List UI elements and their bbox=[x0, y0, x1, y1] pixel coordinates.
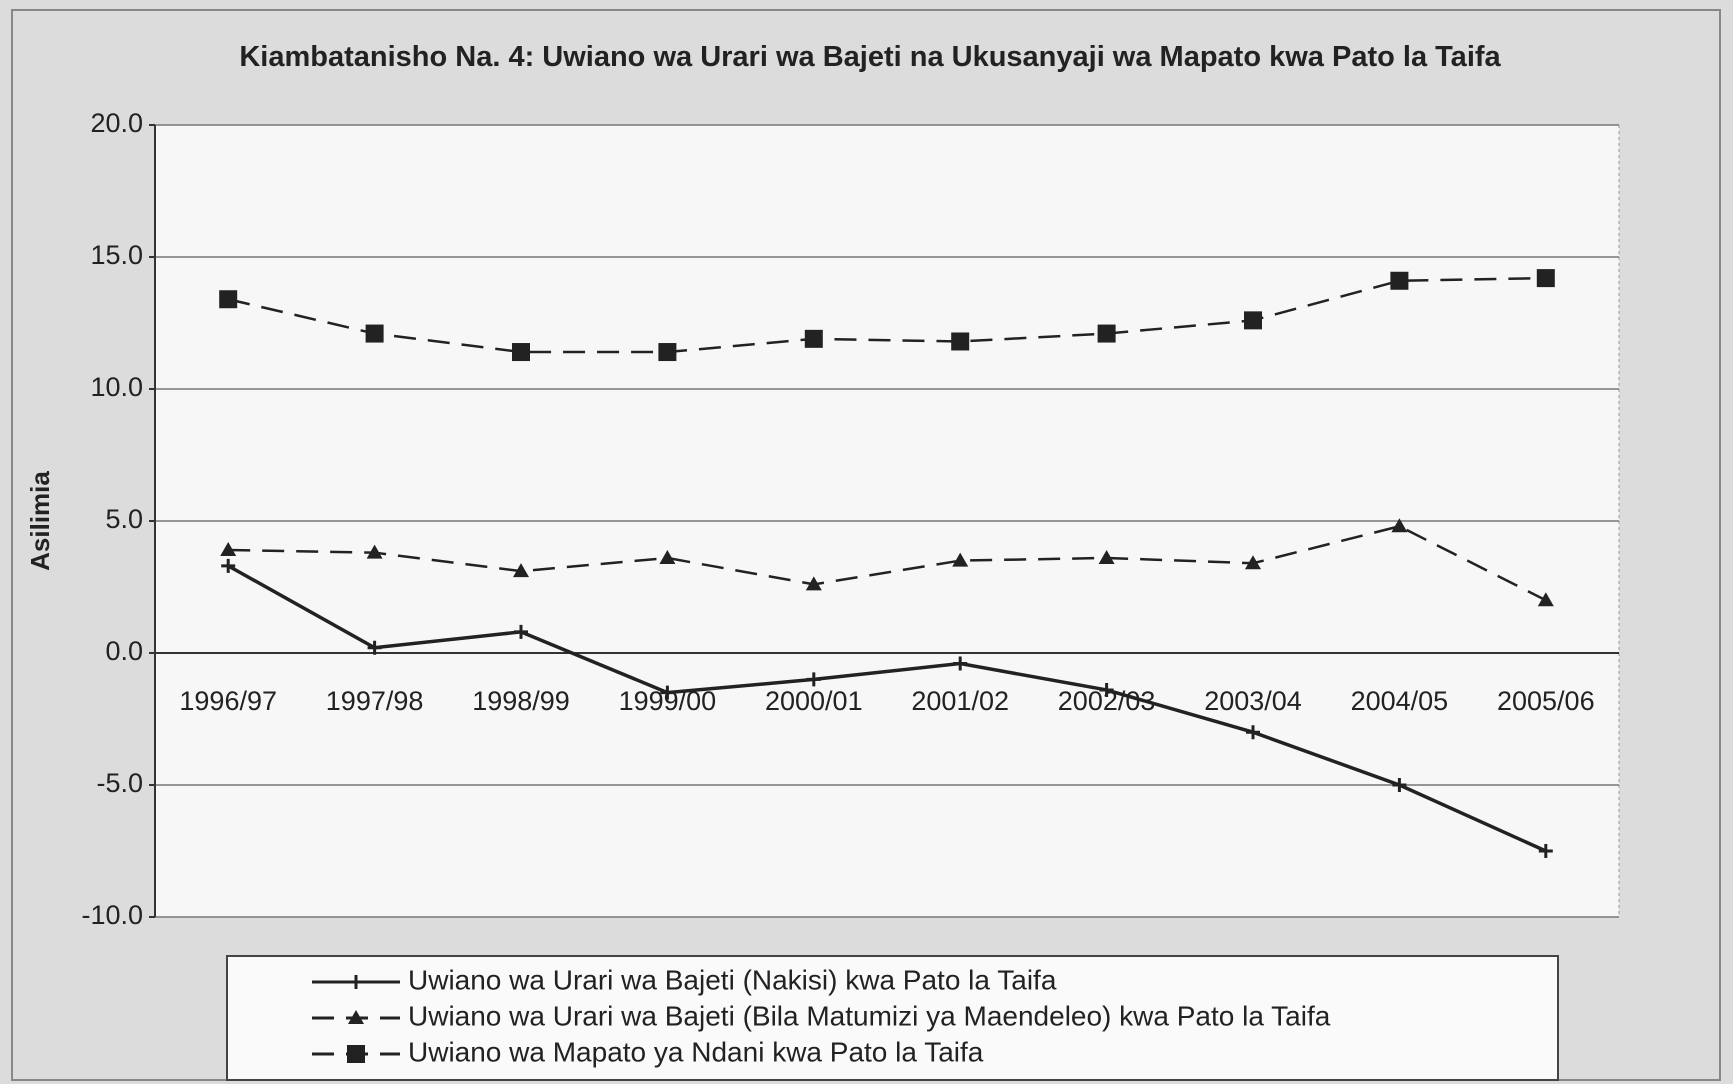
marker bbox=[659, 549, 676, 564]
marker bbox=[347, 1045, 365, 1063]
marker bbox=[1246, 725, 1260, 740]
legend-label: Uwiano wa Mapato ya Ndani kwa Pato la Ta… bbox=[408, 1036, 984, 1067]
legend-label: Uwiano wa Urari wa Bajeti (Nakisi) kwa P… bbox=[408, 964, 1057, 995]
x-tick-label: 1996/97 bbox=[179, 686, 277, 716]
y-tick-label: -10.0 bbox=[81, 900, 143, 930]
x-tick-label: 2001/02 bbox=[911, 686, 1009, 716]
marker bbox=[1538, 844, 1553, 858]
marker bbox=[1392, 778, 1407, 792]
y-tick-label: -5.0 bbox=[96, 768, 143, 798]
marker bbox=[1244, 311, 1262, 330]
marker bbox=[1391, 518, 1408, 533]
y-axis-label: Asilimia bbox=[25, 471, 55, 571]
marker bbox=[367, 640, 382, 655]
y-tick-label: 10.0 bbox=[90, 372, 143, 402]
marker bbox=[348, 1010, 364, 1024]
marker bbox=[806, 672, 821, 687]
marker bbox=[805, 576, 822, 591]
series-line bbox=[227, 276, 1546, 354]
marker bbox=[1390, 271, 1409, 290]
legend bbox=[226, 955, 1559, 1081]
x-tick-label: 2003/04 bbox=[1204, 686, 1302, 716]
marker bbox=[1099, 682, 1114, 697]
marker bbox=[365, 324, 384, 343]
marker bbox=[1536, 269, 1555, 288]
x-tick-label: 1998/99 bbox=[472, 686, 570, 716]
x-tick-label: 2005/06 bbox=[1497, 686, 1595, 716]
marker bbox=[658, 343, 677, 362]
y-tick-label: 20.0 bbox=[90, 108, 143, 138]
marker bbox=[221, 558, 236, 573]
y-tick-label: 5.0 bbox=[105, 504, 143, 534]
x-tick-label: 2000/01 bbox=[765, 686, 863, 716]
legend-label: Uwiano wa Urari wa Bajeti (Bila Matumizi… bbox=[408, 1000, 1331, 1031]
marker bbox=[220, 542, 237, 557]
marker bbox=[1245, 555, 1261, 570]
marker bbox=[349, 975, 363, 989]
x-tick-label: 1997/98 bbox=[326, 686, 424, 716]
marker bbox=[512, 343, 530, 362]
x-tick-label: 2004/05 bbox=[1351, 686, 1449, 716]
series-line bbox=[227, 564, 1547, 853]
marker bbox=[804, 329, 823, 348]
series-line bbox=[228, 524, 1547, 602]
marker bbox=[1097, 324, 1116, 343]
chart-title: Kiambatanisho Na. 4: Uwiano wa Urari wa … bbox=[239, 41, 1501, 73]
marker bbox=[951, 332, 970, 351]
marker bbox=[219, 290, 238, 309]
y-tick-label: 0.0 bbox=[105, 636, 143, 666]
y-tick-label: 15.0 bbox=[90, 240, 143, 270]
marker bbox=[514, 624, 528, 639]
marker bbox=[1098, 549, 1115, 564]
marker bbox=[660, 685, 675, 700]
marker bbox=[953, 656, 968, 671]
marker bbox=[1537, 592, 1554, 607]
marker bbox=[366, 544, 383, 559]
marker bbox=[952, 552, 969, 567]
marker bbox=[513, 563, 529, 578]
